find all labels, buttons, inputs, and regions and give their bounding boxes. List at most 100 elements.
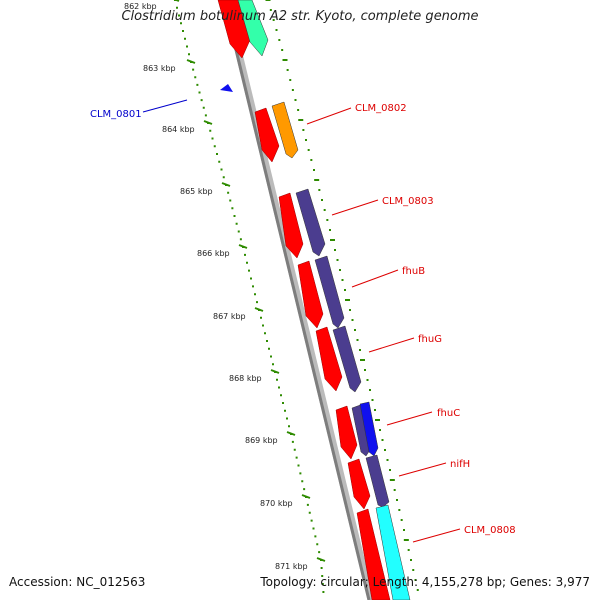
gene-labels: CLM_0801 CLM_0802 CLM_0803 fhuB fhuG fhu… bbox=[90, 103, 516, 536]
scale-dot bbox=[282, 402, 284, 404]
scale-dot bbox=[213, 145, 216, 148]
track-dot bbox=[393, 489, 396, 491]
scale-dot bbox=[288, 425, 290, 428]
track-dot bbox=[282, 59, 288, 61]
track-dot bbox=[339, 269, 341, 271]
gene-label-fhuc[interactable]: fhuC bbox=[437, 408, 460, 419]
gene-feature-blue[interactable] bbox=[359, 401, 379, 457]
scale-dot bbox=[314, 535, 317, 538]
gene-track-ticks bbox=[265, 0, 419, 591]
track-dot bbox=[330, 239, 335, 241]
gene-label-clm-0808[interactable]: CLM_0808 bbox=[464, 525, 516, 536]
track-dot bbox=[379, 429, 381, 431]
track-dot bbox=[314, 179, 320, 181]
track-dot bbox=[318, 189, 321, 191]
scale-dot bbox=[280, 394, 282, 397]
gene-feature-orange[interactable] bbox=[271, 101, 299, 159]
track-dot bbox=[344, 289, 346, 291]
scale-dot bbox=[320, 567, 323, 569]
track-dot bbox=[407, 549, 410, 551]
gene-label-clm-0802[interactable]: CLM_0802 bbox=[355, 103, 407, 114]
scale-major-tick bbox=[186, 59, 196, 64]
scale-major-tick bbox=[238, 244, 248, 249]
track-dot bbox=[297, 109, 300, 111]
track-dot bbox=[375, 419, 380, 421]
track-dot bbox=[403, 529, 405, 531]
gene-label-fhug[interactable]: fhuG bbox=[418, 334, 442, 345]
scale-major-tick bbox=[221, 182, 231, 187]
scale-dot bbox=[196, 83, 199, 86]
gene-feature-purple[interactable] bbox=[295, 188, 326, 257]
scale-dot bbox=[222, 176, 225, 179]
genome-summary-text: Topology: circular; Length: 4,155,278 bp… bbox=[260, 575, 590, 589]
scale-dot bbox=[308, 511, 311, 514]
scale-dot bbox=[250, 277, 252, 280]
gene-feature-purple[interactable] bbox=[332, 325, 362, 393]
scale-dot bbox=[270, 355, 272, 358]
scale-dot bbox=[220, 168, 223, 171]
scale-dot bbox=[276, 378, 278, 381]
cds-feature[interactable] bbox=[335, 405, 358, 460]
scale-dot bbox=[295, 456, 298, 459]
track-dot bbox=[326, 219, 329, 221]
cds-feature[interactable] bbox=[347, 458, 371, 510]
scale-label: 866 kbp bbox=[197, 249, 230, 258]
cds-feature[interactable] bbox=[254, 107, 280, 163]
cds-feature[interactable] bbox=[356, 508, 391, 600]
scale-dot bbox=[248, 269, 250, 272]
gene-feature-purple[interactable] bbox=[365, 454, 390, 508]
track-dot bbox=[410, 559, 412, 561]
cds-feature[interactable] bbox=[315, 326, 343, 392]
scale-label: 864 kbp bbox=[162, 125, 195, 134]
gene-feature-cyan[interactable] bbox=[375, 504, 411, 600]
track-dot bbox=[366, 379, 369, 381]
gene-label-clm-0801[interactable]: CLM_0801 bbox=[90, 109, 142, 120]
scale-dot bbox=[184, 37, 186, 40]
gene-arrow-clm-0801[interactable] bbox=[220, 84, 233, 92]
gene-label-fhub[interactable]: fhuB bbox=[402, 266, 425, 277]
track-dot bbox=[302, 129, 305, 131]
scale-dot bbox=[227, 191, 230, 194]
track-dot bbox=[354, 329, 356, 331]
scale-label: 869 kbp bbox=[245, 436, 278, 445]
scale-dot bbox=[180, 22, 182, 25]
scale-labels: 862 kbp 863 kbp 864 kbp 865 kbp 866 kbp … bbox=[124, 2, 308, 571]
track-dot bbox=[381, 439, 384, 441]
scale-dot bbox=[178, 14, 180, 17]
track-dot bbox=[371, 399, 374, 401]
scale-dot bbox=[291, 440, 294, 443]
track-dot bbox=[389, 469, 391, 471]
gene-label-nifh[interactable]: nifH bbox=[450, 459, 470, 470]
track-dot bbox=[359, 349, 361, 351]
track-dot bbox=[294, 99, 297, 101]
track-dot bbox=[286, 69, 289, 71]
track-dot bbox=[374, 409, 376, 411]
track-dot bbox=[351, 319, 354, 321]
cds-feature[interactable] bbox=[278, 192, 304, 259]
scale-dot bbox=[218, 160, 221, 163]
scale-label: 868 kbp bbox=[229, 374, 262, 383]
scale-dot bbox=[297, 464, 300, 467]
scale-major-tick bbox=[203, 120, 213, 125]
scale-dot bbox=[286, 417, 288, 420]
gene-track bbox=[237, 0, 411, 600]
gene-feature-purple[interactable] bbox=[314, 255, 345, 329]
gene-label-clm-0803[interactable]: CLM_0803 bbox=[382, 196, 434, 207]
genome-title: Clostridium botulinum A2 str. Kyoto, com… bbox=[121, 9, 479, 24]
scale-dot bbox=[284, 409, 286, 412]
scale-dot bbox=[186, 45, 188, 48]
scale-dot bbox=[272, 363, 274, 366]
gene-feature-teal[interactable] bbox=[237, 0, 269, 57]
scale-major-tick bbox=[286, 431, 296, 436]
cds-feature[interactable] bbox=[297, 260, 324, 329]
scale-dot bbox=[176, 6, 178, 9]
scale-dot bbox=[188, 53, 190, 56]
track-dot bbox=[403, 539, 409, 541]
scale-dot bbox=[211, 137, 214, 140]
scale-dot bbox=[254, 293, 256, 296]
track-dot bbox=[298, 119, 304, 121]
track-dot bbox=[386, 459, 389, 461]
scale-dot bbox=[322, 591, 325, 593]
track-dot bbox=[310, 159, 313, 161]
track-dot bbox=[398, 509, 401, 511]
